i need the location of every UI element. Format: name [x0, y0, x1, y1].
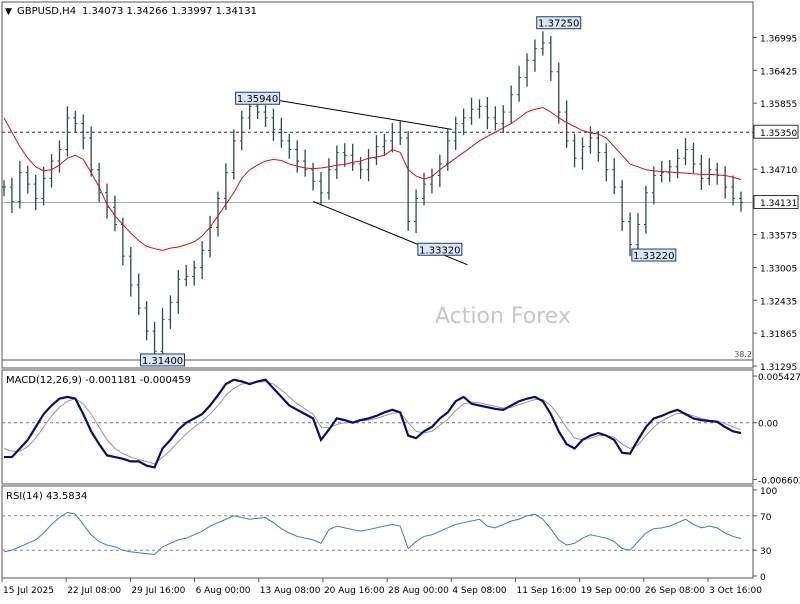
- price-highlight-label: 1.34131: [760, 199, 797, 209]
- collapse-triangle-icon[interactable]: ▼: [5, 7, 12, 17]
- price-tick-label: 1.32435: [760, 297, 797, 307]
- time-tick-label: 6 Aug 00:00: [196, 586, 251, 596]
- moving-average-line: [3, 106, 742, 251]
- price-tick-label: 1.35855: [760, 100, 797, 110]
- rsi-tick-label: 70: [760, 513, 772, 523]
- price-panel-frame: [1, 1, 754, 369]
- price-highlight-box: [753, 124, 799, 139]
- price-annotation-box: [417, 242, 463, 256]
- price-annotation: 1.37250: [538, 19, 579, 30]
- macd-main-line: [4, 378, 742, 469]
- time-tick-label: 22 Jul 08:00: [67, 586, 121, 596]
- time-tick-label: 4 Sep 08:00: [452, 586, 507, 596]
- price-tick-label: 1.31865: [760, 330, 797, 340]
- price-annotation: 1.31400: [142, 356, 183, 367]
- price-annotation-box: [536, 16, 582, 30]
- axis-layer: 1.36995 1.36425 1.35855 1.34710 1.34131 1.335…: [1, 34, 800, 596]
- time-tick-label: 28 Aug 00:00: [388, 586, 449, 596]
- macd-layer: [2, 378, 753, 469]
- price-tick-label: 1.31295: [760, 363, 797, 373]
- time-tick-label: 15 Jul 2025: [3, 586, 54, 596]
- time-tick-label: 19 Sep 00:00: [581, 586, 641, 596]
- price-tick-label: 1.34710: [760, 166, 797, 176]
- time-tick-label: 29 Jul 16:00: [131, 586, 185, 596]
- time-tick-label: 11 Sep 16:00: [517, 586, 577, 596]
- macd-label: MACD(12,26,9) -0.001181 -0.000459: [6, 375, 191, 386]
- rsi-layer: [2, 511, 753, 556]
- time-tick-label: 3 Oct 16:00: [709, 586, 762, 596]
- time-tick-label: 20 Aug 16:00: [324, 586, 385, 596]
- price-annotation-box: [235, 91, 281, 105]
- price-annotation: 1.33220: [633, 251, 674, 262]
- fib-label: 38.2: [734, 350, 752, 359]
- price-annotation: 1.33320: [419, 245, 460, 256]
- price-tick-label: 1.36995: [760, 34, 797, 44]
- price-tick-label: 1.33005: [760, 264, 797, 274]
- rsi-panel-frame: [1, 485, 754, 579]
- time-tick-label: 26 Sep 08:00: [645, 586, 705, 596]
- price-annotation-box: [139, 353, 185, 367]
- rsi-line: [3, 511, 742, 556]
- price-annotation: 1.35940: [237, 94, 278, 105]
- macd-tick-label: 0.005427: [758, 373, 800, 383]
- rsi-tick-label: 30: [760, 547, 772, 557]
- price-tick-label: 1.36425: [760, 67, 797, 77]
- macd-tick-label: 0.00: [758, 420, 778, 430]
- macd-tick-label: -0.006603: [758, 476, 800, 486]
- price-tick-label: 1.33575: [760, 232, 797, 242]
- price-annotation-box: [631, 248, 677, 262]
- rsi-label: RSI(14) 43.5834: [6, 491, 87, 502]
- macd-signal-line: [3, 380, 742, 465]
- symbol-label: GBPUSD,H4: [17, 6, 76, 17]
- watermark: Action Forex: [435, 304, 571, 329]
- time-tick-label: 13 Aug 08:00: [260, 586, 321, 596]
- rsi-tick-label: 100: [760, 487, 777, 497]
- price-layer: 38.2 1.37250 1.35940 1.33320 1.33220 1.31400: [2, 16, 753, 367]
- ohlc-label: 1.34073 1.34266 1.33997 1.34131: [82, 6, 257, 17]
- macd-panel-frame: [1, 369, 754, 485]
- rsi-tick-label: 0: [760, 573, 766, 583]
- trendline: [265, 97, 452, 130]
- price-highlight-box: [753, 195, 799, 210]
- price-highlight-label: 1.35350: [760, 129, 797, 139]
